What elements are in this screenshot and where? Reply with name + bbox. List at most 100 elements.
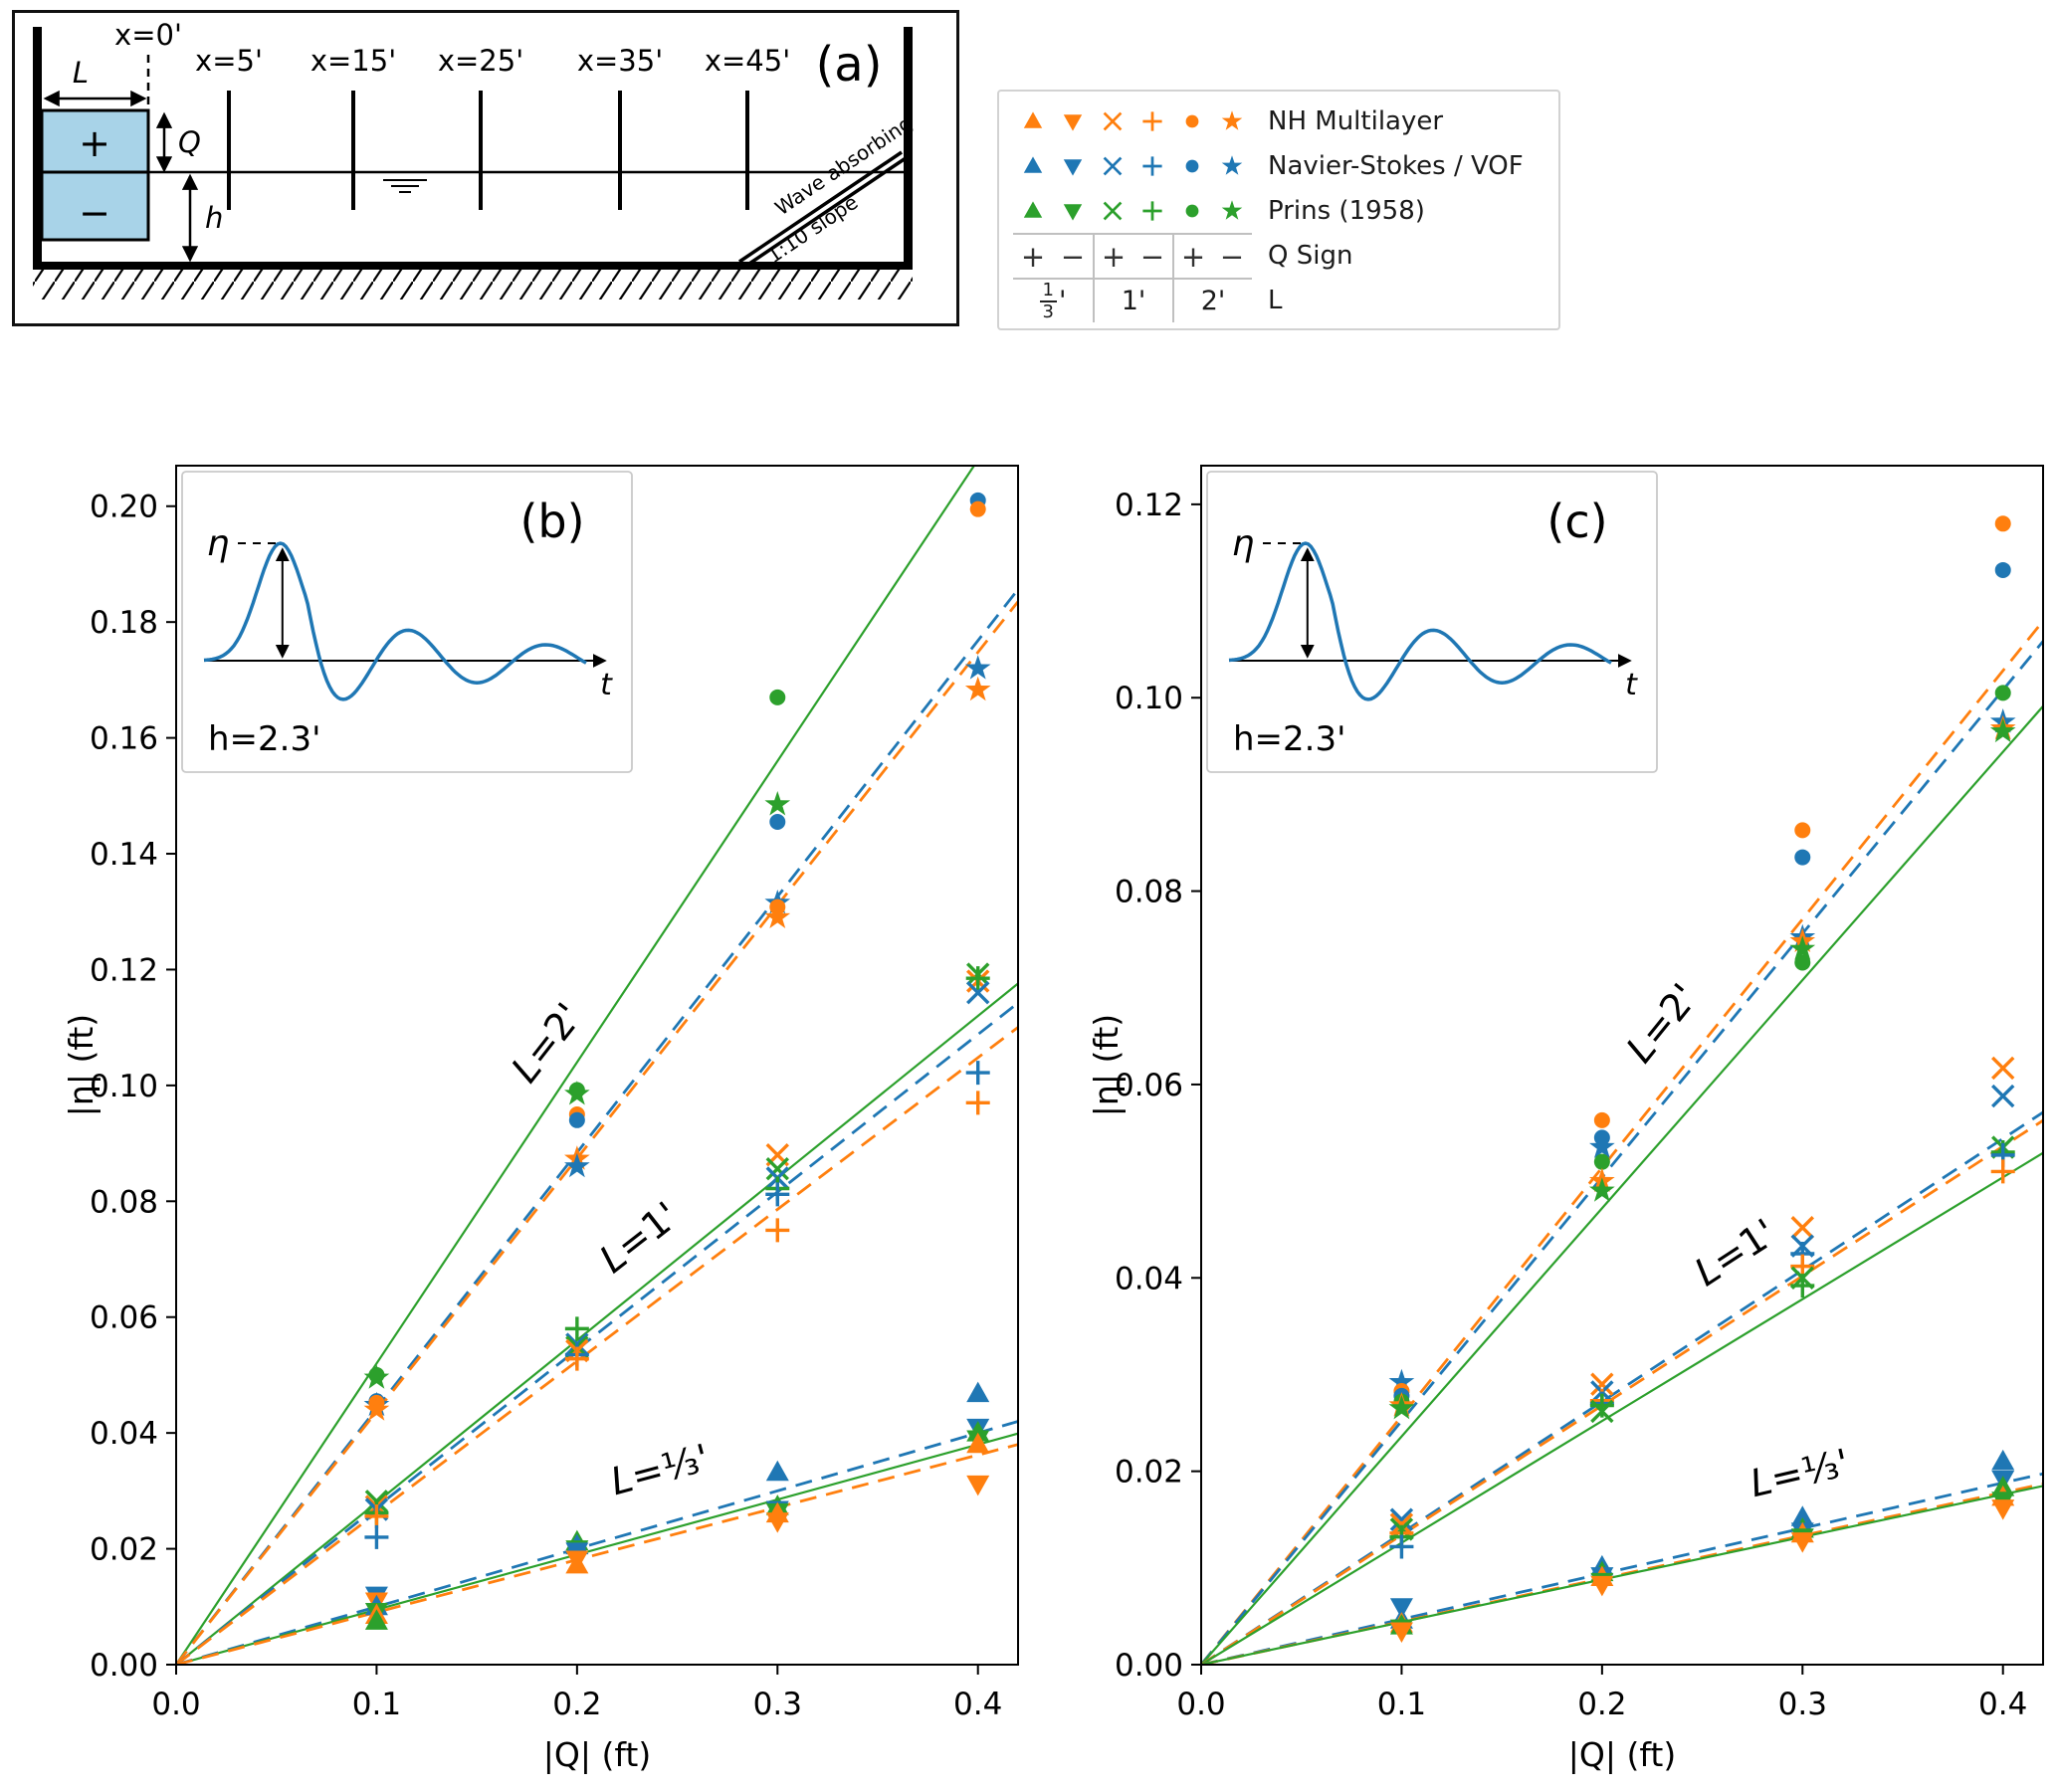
- legend-marker-x-icon: [1093, 103, 1132, 139]
- gauge-label: x=25': [438, 44, 523, 78]
- marker-star: [564, 1081, 590, 1105]
- legend-qsign-symbol: +: [1093, 233, 1132, 279]
- marker-circle: [969, 500, 986, 517]
- marker-star: [363, 1396, 390, 1421]
- inset-depth-label: h=2.3': [1233, 719, 1345, 759]
- marker-tri-up: [1991, 1449, 2015, 1471]
- plot-content: [176, 466, 1018, 1665]
- legend-series-label: Prins (1958): [1268, 195, 1425, 226]
- x-axis-label: |Q| (ft): [1568, 1735, 1676, 1774]
- marker-tri-up: [1023, 201, 1043, 218]
- marker-x: [966, 981, 990, 1005]
- ground-hatching: [33, 270, 913, 299]
- marker-plus: [1142, 201, 1162, 221]
- y-tick-label: 0.02: [1115, 1455, 1183, 1491]
- legend-qsign-symbol: −: [1212, 233, 1252, 278]
- panel-a-label: (a): [816, 37, 883, 93]
- legend-qsign-symbol: +: [1172, 233, 1212, 279]
- x-tick-label: 0.1: [352, 1687, 401, 1722]
- marker-plus: [1142, 111, 1162, 131]
- marker-star: [564, 1152, 590, 1178]
- x0-label: x=0': [114, 18, 182, 52]
- legend-L-value: 1 3 ': [1013, 278, 1093, 322]
- line-annotation: L=⅓': [606, 1436, 714, 1503]
- legend-marker-tri-up-icon: [1013, 103, 1053, 139]
- marker-tri-up: [565, 1552, 589, 1574]
- piston-plus-label: +: [79, 121, 110, 165]
- marker-plus: [1142, 156, 1162, 176]
- fit-line-prins: [176, 466, 976, 1665]
- legend-marker-star-icon: [1212, 148, 1252, 184]
- inset-box: [181, 471, 633, 773]
- x-tick-label: 0.0: [151, 1687, 200, 1722]
- marker-circle: [1994, 561, 2011, 578]
- legend-marker-circle-icon: [1172, 103, 1212, 139]
- panel-label: (c): [1546, 495, 1607, 548]
- marker-circle: [769, 689, 786, 705]
- x-axis-label: |Q| (ft): [543, 1735, 651, 1774]
- x-tick-label: 0.1: [1377, 1687, 1426, 1722]
- legend-marker-x-icon: [1093, 193, 1132, 229]
- fit-line-ns: [1201, 1472, 2043, 1665]
- marker-circle: [1794, 954, 1811, 971]
- marker-star: [1388, 1368, 1415, 1394]
- marker-circle: [568, 1111, 585, 1128]
- marker-circle: [1593, 1153, 1610, 1170]
- marker-star: [1989, 717, 2016, 743]
- wave-gauges: [227, 91, 749, 210]
- marker-star: [1789, 935, 1816, 960]
- schematic-drawing: + − L x=0' Q h x=5' x=15' x=25' x=35' x=…: [33, 18, 917, 299]
- legend-grid: NH Multilayer Navier-Stokes / VOF Prins (1…: [999, 92, 1558, 328]
- marker-x: [1389, 1507, 1414, 1531]
- legend-marker-tri-up-icon: [1013, 193, 1053, 229]
- marker-plus: [965, 966, 990, 991]
- marker-star: [363, 1364, 390, 1389]
- inset-t-label: t: [1625, 668, 1638, 702]
- gauge-label: x=45': [705, 44, 790, 78]
- plot-frame: [175, 465, 1019, 1666]
- marker-tri-down: [1790, 1532, 1814, 1553]
- x-tick-label: 0.3: [1778, 1687, 1827, 1722]
- marker-circle: [1185, 204, 1199, 218]
- y-tick-label: 0.14: [90, 837, 158, 873]
- marker-tri-up: [1790, 1505, 1814, 1526]
- plot-content: [1201, 515, 2043, 1665]
- marker-x: [1103, 156, 1123, 176]
- fit-line-nh: [1201, 1118, 2043, 1665]
- marker-circle: [1794, 849, 1811, 866]
- marker-tri-down: [966, 1475, 990, 1496]
- marker-x: [1991, 1056, 2015, 1081]
- y-tick-label: 0.00: [90, 1648, 158, 1684]
- marker-x: [765, 1156, 789, 1181]
- marker-tri-down: [1063, 114, 1083, 131]
- y-axis: 0.00 0.02 0.04 0.06 0.08 0.10 0.12 0.14 0.16 0.18…: [62, 490, 176, 1684]
- legend-qsign-label: Q Sign: [1268, 240, 1353, 271]
- marker-circle: [1593, 1111, 1610, 1128]
- legend-qsign-symbol: +: [1013, 233, 1053, 278]
- legend-L-value: 1': [1093, 278, 1172, 322]
- marker-tri-down: [1063, 204, 1083, 221]
- marker-plus: [965, 1061, 990, 1086]
- y-tick-label: 0.18: [90, 605, 158, 641]
- Q-label: Q: [178, 125, 201, 159]
- marker-plus: [1389, 1534, 1414, 1559]
- legend-qsign-symbol: −: [1053, 233, 1093, 278]
- fit-line-nh: [176, 1026, 1018, 1665]
- inset-eta-label: η: [207, 523, 230, 564]
- marker-x: [1103, 112, 1123, 131]
- chart-b-svg: 0.0 0.1 0.2 0.3 0.4|Q| (ft)0.000.020.040.060…: [62, 465, 1019, 1774]
- fit-line-nh: [176, 600, 1018, 1665]
- line-annotation: L=1': [591, 1193, 687, 1282]
- marker-star: [764, 903, 791, 928]
- piston-box: [40, 108, 150, 242]
- marker-x: [1991, 1084, 2015, 1108]
- marker-plus: [1790, 1274, 1815, 1298]
- marker-plus: [965, 1091, 990, 1115]
- x-tick-label: 0.4: [1978, 1687, 2027, 1722]
- y-tick-label: 0.04: [90, 1416, 158, 1452]
- x-tick-label: 0.4: [953, 1687, 1002, 1722]
- y-tick-label: 0.16: [90, 721, 158, 757]
- L-label: L: [73, 56, 89, 90]
- y-tick-label: 0.02: [90, 1532, 158, 1568]
- marker-star: [1589, 1177, 1615, 1202]
